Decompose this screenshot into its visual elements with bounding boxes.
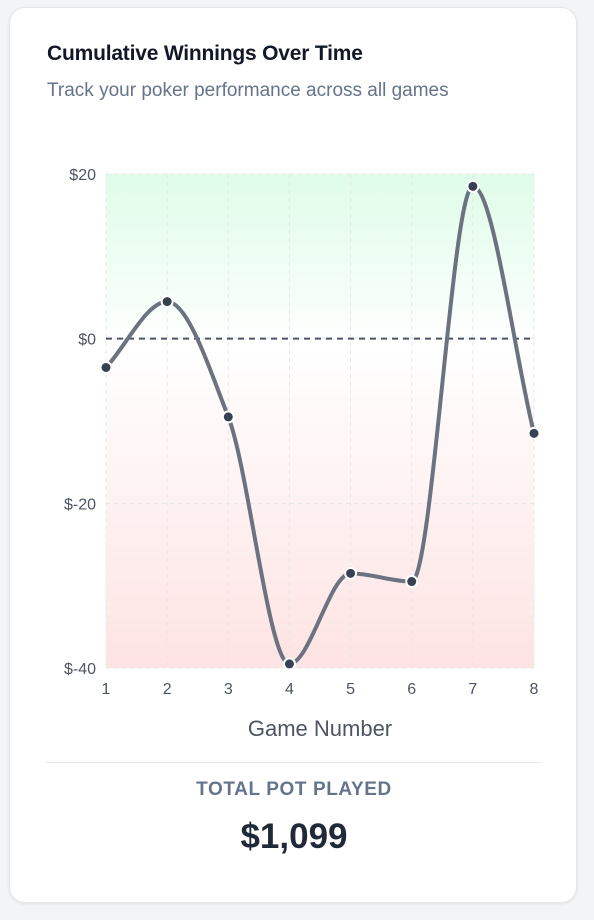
data-point[interactable]: [466, 179, 480, 193]
total-pot-label: TOTAL POT PLAYED: [196, 779, 392, 800]
plot-background: [106, 174, 534, 668]
total-pot-value: $1,099: [240, 817, 348, 856]
data-point[interactable]: [405, 575, 419, 589]
y-tick-label: $-40: [64, 661, 96, 678]
x-tick-label: 7: [468, 681, 477, 698]
card-title: Cumulative Winnings Over Time: [47, 42, 363, 65]
x-axis-title: Game Number: [248, 716, 392, 741]
x-tick-label: 3: [224, 681, 233, 698]
data-point[interactable]: [282, 657, 296, 671]
x-tick-label: 6: [407, 681, 416, 698]
winnings-line-chart: $20 $0 $-20 $-40 1 2 3 4 5 6 7 8 Game Number: [64, 167, 541, 741]
x-tick-label: 1: [102, 681, 111, 698]
winnings-card: Cumulative Winnings Over Time Track your…: [9, 7, 577, 903]
x-tick-label: 8: [530, 681, 539, 698]
data-point[interactable]: [344, 566, 358, 580]
card-subtitle: Track your poker performance across all …: [47, 80, 449, 101]
divider: [46, 762, 542, 763]
y-tick-label: $20: [69, 167, 96, 184]
data-point[interactable]: [221, 410, 235, 424]
data-point[interactable]: [527, 426, 541, 440]
x-tick-label: 5: [346, 681, 355, 698]
data-point[interactable]: [160, 295, 174, 309]
data-point[interactable]: [99, 360, 113, 374]
y-tick-label: $-20: [64, 496, 96, 513]
y-tick-label: $0: [78, 332, 96, 349]
x-tick-label: 2: [163, 681, 172, 698]
x-tick-label: 4: [285, 681, 294, 698]
